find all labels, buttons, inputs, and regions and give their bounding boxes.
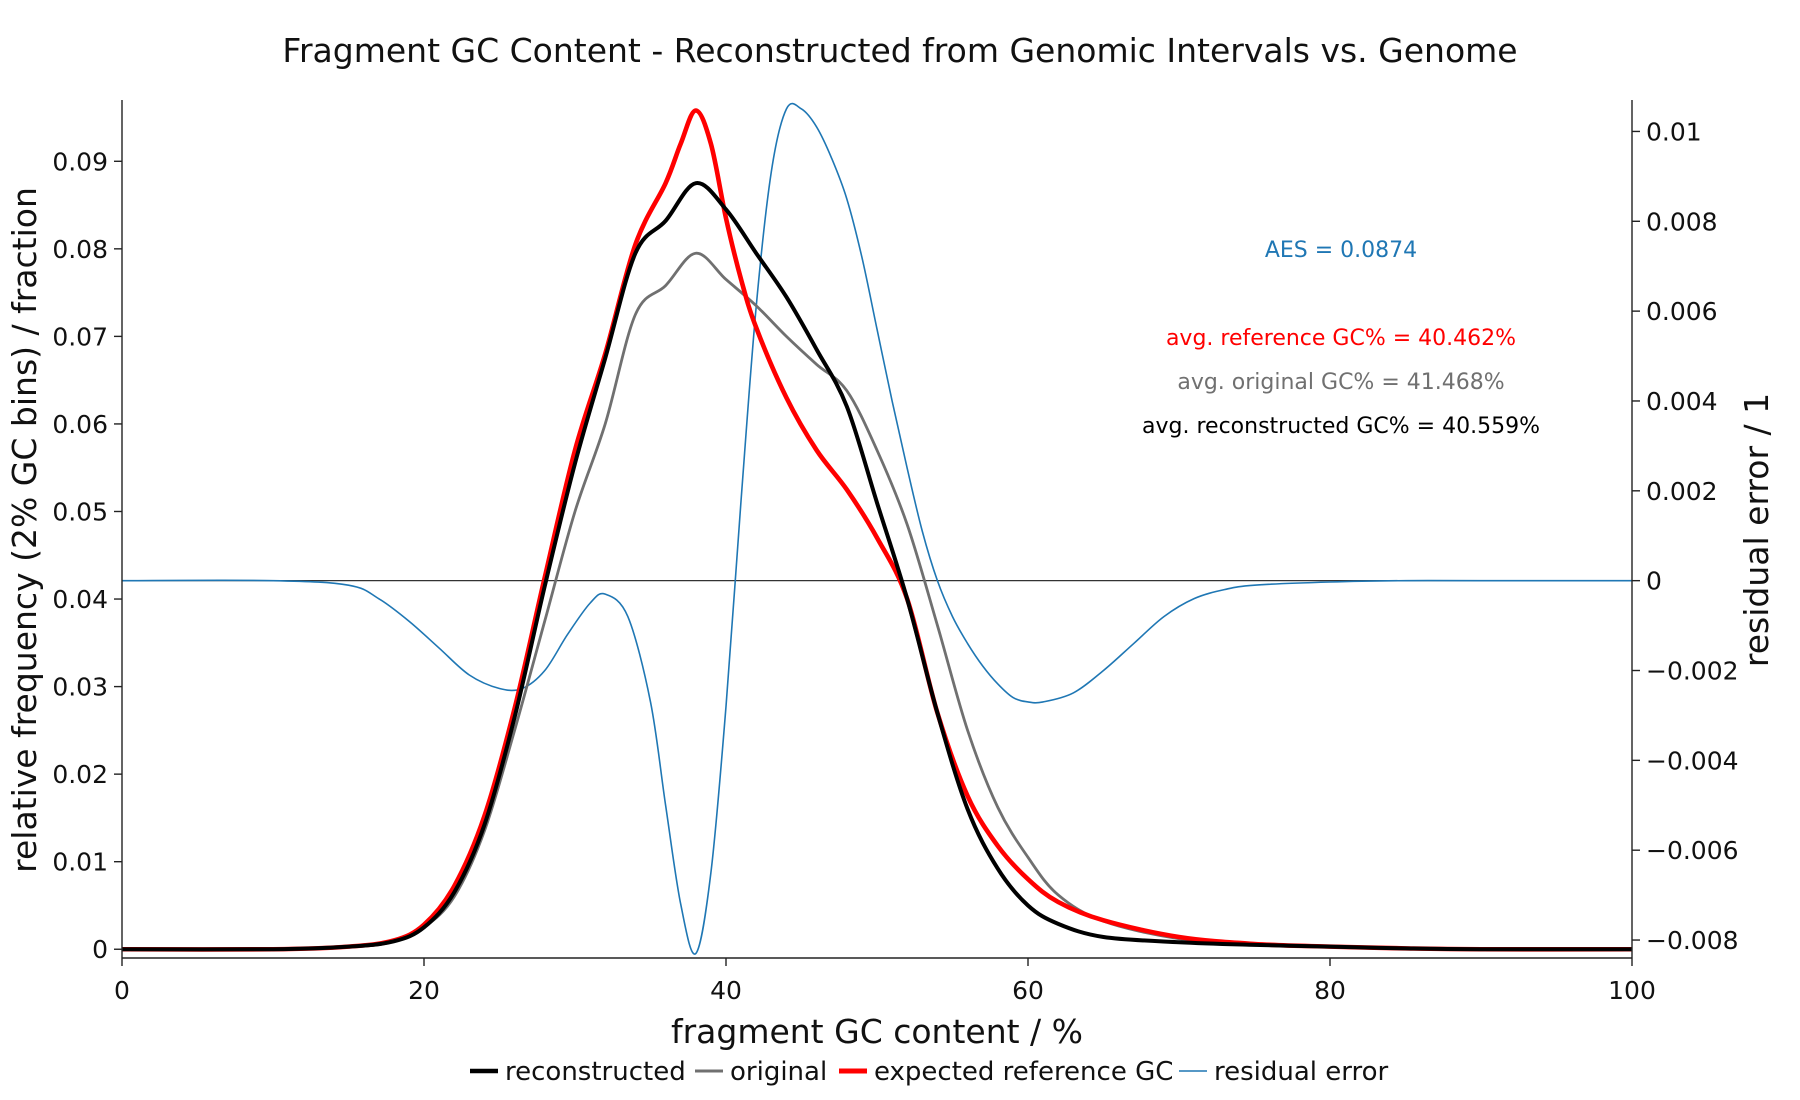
x-tick-label: 80 [1314,976,1346,1005]
annotations: AES = 0.0874 avg. reference GC% = 40.462… [1142,238,1540,439]
avg-reference-gc-annotation: avg. reference GC% = 40.462% [1166,326,1516,351]
legend-label-expected-reference-gc: expected reference GC [874,1057,1173,1087]
series-line-residual-error [122,102,1632,955]
x-tick-label: 20 [408,976,440,1005]
y-tick-label: 0.05 [52,497,108,526]
x-axis-label: fragment GC content / % [671,1012,1083,1051]
y2-tick-label: 0.01 [1646,117,1702,146]
legend-label-original: original [730,1057,827,1087]
y-axis-label: relative frequency (2% GC bins) / fracti… [5,187,44,873]
x-tick-label: 60 [1012,976,1044,1005]
series-line-reconstructed [122,181,1632,952]
y2-tick-label: −0.002 [1646,657,1739,686]
y2-tick-label: −0.006 [1646,836,1739,865]
series-line-expected-reference-gc [122,108,1632,952]
axes-layer: 0 20 40 60 80 100 0 0.01 0.02 0.03 0.04 0.05 0.06 0.0… [52,100,1739,1005]
legend-label-reconstructed: reconstructed [505,1057,686,1087]
y2-tick-label: 0.008 [1646,207,1718,236]
x-tick-label: 40 [710,976,742,1005]
series-line-original [122,251,1632,951]
y-tick-label: 0.07 [52,322,108,351]
x-tick-label: 0 [114,976,130,1005]
y-tick-label: 0.02 [52,760,108,789]
y2-axis-label: residual error / 1 [1737,393,1776,667]
avg-reconstructed-gc-annotation: avg. reconstructed GC% = 40.559% [1142,414,1540,439]
y2-tick-label: 0 [1646,567,1662,596]
series-layer [122,102,1632,955]
y-tick-label: 0.09 [52,147,108,176]
legend: reconstructed original expected referenc… [470,1057,1389,1087]
y2-tick-label: 0.006 [1646,297,1718,326]
y2-tick-label: −0.008 [1646,926,1739,955]
aes-annotation: AES = 0.0874 [1265,238,1417,263]
y2-tick-label: 0.004 [1646,387,1718,416]
y-tick-label: 0.01 [52,848,108,877]
y2-tick-label: −0.004 [1646,746,1739,775]
y2-tick-label: 0.002 [1646,477,1718,506]
y-tick-label: 0 [92,935,108,964]
y-tick-label: 0.04 [52,585,108,614]
chart-title: Fragment GC Content - Reconstructed from… [282,31,1517,70]
y-tick-label: 0.03 [52,673,108,702]
avg-original-gc-annotation: avg. original GC% = 41.468% [1177,370,1504,395]
x-tick-label: 100 [1608,976,1656,1005]
y-tick-label: 0.06 [52,410,108,439]
y-tick-label: 0.08 [52,235,108,264]
legend-label-residual-error: residual error [1214,1057,1389,1087]
